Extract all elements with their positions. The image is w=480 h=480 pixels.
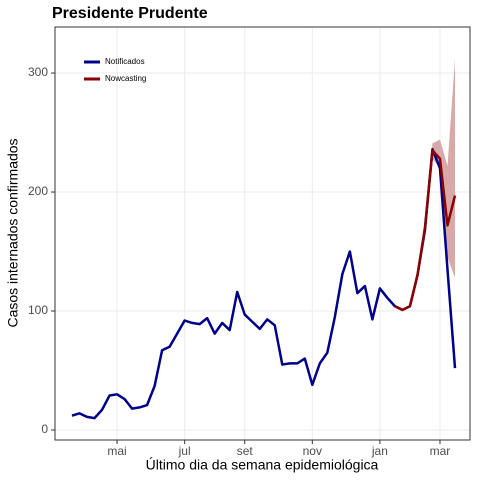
x-tick-label: nov (303, 444, 322, 458)
y-axis-label: Casos internados confirmados (5, 138, 21, 327)
plot-background (55, 27, 470, 440)
x-axis-label: Último dia da semana epidemiológica (146, 457, 379, 473)
legend-label: Notificados (105, 57, 145, 66)
x-tick-label: mai (107, 444, 126, 458)
confidence-band (417, 58, 455, 278)
plot-border (54, 26, 471, 441)
x-tick-label: jul (178, 444, 191, 458)
x-tick-label: mar (430, 444, 451, 458)
x-tick-label: set (237, 444, 254, 458)
y-tick-label: 100 (28, 303, 48, 317)
series-line (71, 147, 457, 420)
y-tick-label: 0 (41, 422, 48, 436)
legend-label: Nowcasting (105, 74, 146, 83)
y-tick-label: 200 (28, 184, 48, 198)
y-tick-label: 300 (28, 65, 48, 79)
x-tick-label: jan (371, 444, 388, 458)
chart-title: Presidente Prudente (52, 5, 208, 22)
series-line (394, 149, 457, 312)
